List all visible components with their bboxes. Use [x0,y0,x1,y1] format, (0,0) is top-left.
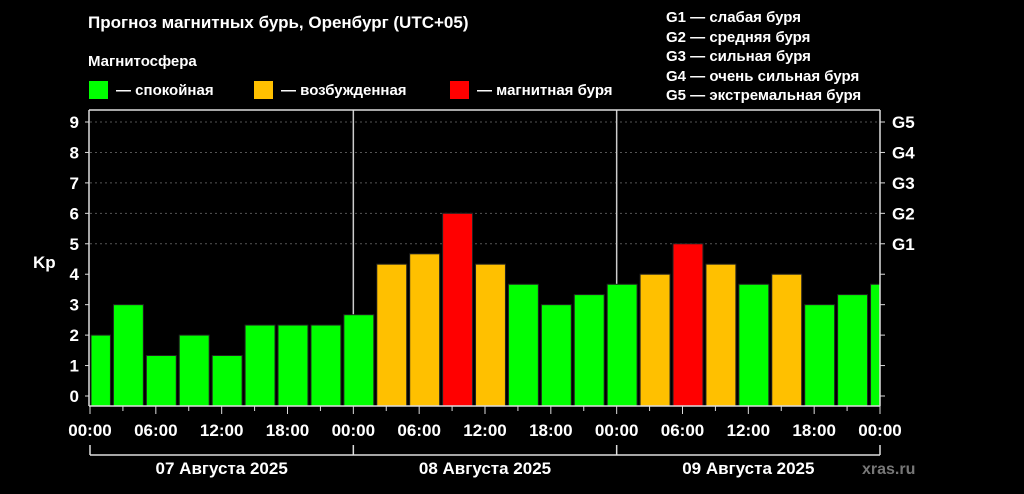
bars [90,212,881,407]
x-tick-label: 12:00 [200,421,243,440]
x-tick-label: 06:00 [397,421,440,440]
x-tick-label: 12:00 [727,421,770,440]
kp-bar [90,334,111,407]
y-tick-label: 5 [70,235,79,254]
tick-labels: 0 1 2 3 4 5 6 7 8 9 G1 G2 G3 G4 G5 00:00 06:00 12:00 18:00… [68,113,915,478]
y-axis-label: Kp [33,253,56,272]
x-tick-label: 00:00 [332,421,375,440]
legend: — спокойная — возбужденная — магнитная б… [89,81,613,99]
kp-bar [870,283,881,407]
g-level-label: G3 [892,174,915,193]
legend-label-storm: — магнитная буря [477,82,613,99]
day-label: 08 Августа 2025 [419,459,551,478]
kp-bar [672,243,704,407]
g-scale-g4: G4 — очень сильная буря [666,68,859,85]
g-scale-g2: G2 — средняя буря [666,29,810,46]
y-tick-label: 2 [70,326,79,345]
kp-bar [376,263,408,407]
kp-bar [771,273,803,407]
kp-bar [178,334,210,407]
kp-bar [244,324,276,407]
legend-swatch-storm [450,81,469,99]
day-label: 07 Августа 2025 [156,459,288,478]
kp-bar [277,324,309,407]
kp-bar [145,355,177,407]
kp-bar [112,304,144,407]
g-level-label: G5 [892,113,915,132]
x-tick-label: 12:00 [463,421,506,440]
g-level-label: G4 [892,143,915,162]
g-scale-g3: G3 — сильная буря [666,48,811,65]
kp-bar [705,263,737,407]
axes [85,109,885,456]
x-tick-label: 18:00 [792,421,835,440]
x-tick-label: 18:00 [529,421,572,440]
y-tick-label: 1 [70,357,79,376]
kp-bar [507,283,539,407]
kp-bar [475,263,506,407]
y-tick-label: 9 [70,113,79,132]
g-scale-legend: G1 — слабая буря G2 — средняя буря G3 — … [666,9,861,104]
kp-bar [738,283,770,407]
watermark: xras.ru [862,461,915,478]
kp-bar [409,253,441,407]
kp-bar [310,324,342,407]
y-tick-label: 6 [70,204,79,223]
legend-swatch-quiet [89,81,108,99]
g-scale-g5: G5 — экстремальная буря [666,87,861,104]
x-tick-label: 06:00 [134,421,177,440]
g-scale-g1: G1 — слабая буря [666,9,801,26]
legend-heading: Магнитосфера [88,53,197,70]
x-tick-label: 00:00 [858,421,901,440]
kp-bar [442,212,474,407]
g-level-label: G1 [892,235,915,254]
y-tick-label: 7 [70,174,79,193]
x-tick-label: 00:00 [68,421,111,440]
kp-bar [606,283,638,407]
y-tick-label: 3 [70,296,79,315]
kp-bar [573,294,605,407]
chart-title: Прогноз магнитных бурь, Оренбург (UTC+05… [88,13,468,32]
kp-bar [804,304,836,407]
kp-bar [211,355,243,407]
y-tick-label: 4 [70,265,80,284]
legend-swatch-active [254,81,273,99]
day-label: 09 Августа 2025 [682,459,814,478]
legend-label-active: — возбужденная [281,82,407,99]
y-tick-label: 0 [70,387,79,406]
x-tick-label: 06:00 [661,421,704,440]
kp-bar [837,294,869,407]
x-tick-label: 18:00 [266,421,309,440]
kp-bar [540,304,572,407]
x-tick-label: 00:00 [595,421,638,440]
g-level-label: G2 [892,204,915,223]
kp-bar [639,273,671,407]
legend-label-quiet: — спокойная [116,82,214,99]
kp-bar [343,314,375,407]
y-tick-label: 8 [70,143,79,162]
